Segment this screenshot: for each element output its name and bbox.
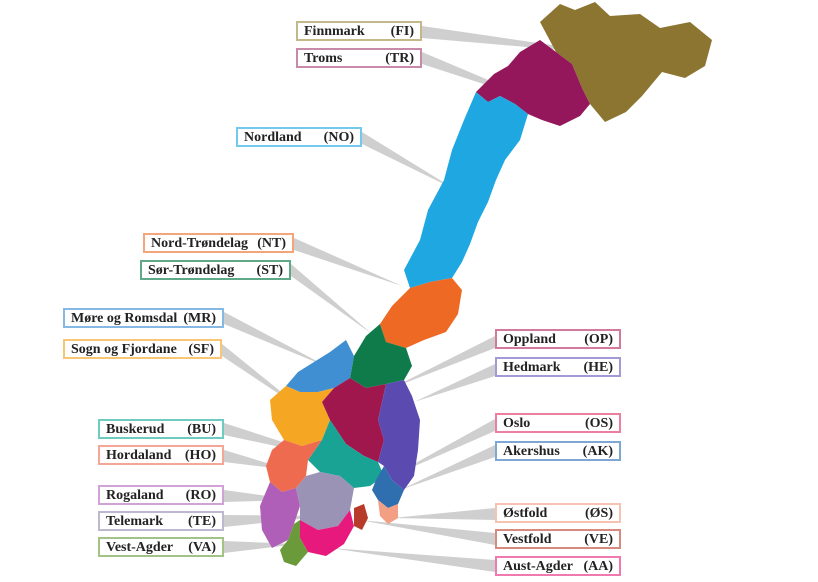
label-nordtrondelag: Nord-Trøndelag (NT)	[143, 233, 294, 253]
label-ostfold: Østfold (ØS)	[495, 503, 621, 523]
label-rogaland: Rogaland (RO)	[98, 485, 224, 505]
county-shape-akershus	[372, 466, 404, 508]
label-sognogfjordane-code: (SF)	[188, 342, 214, 357]
county-shape-hordaland	[266, 440, 322, 492]
label-nordland-name: Nordland	[244, 130, 302, 145]
label-oslo-code: (OS)	[585, 416, 613, 431]
county-shape-oppland	[322, 378, 386, 462]
label-moreogromsdal-name: Møre og Romsdal	[71, 311, 178, 326]
label-oslo: Oslo (OS)	[495, 413, 621, 433]
label-sortrondelag-code: (ST)	[256, 263, 283, 278]
county-shape-nordland	[404, 92, 528, 288]
label-telemark: Telemark (TE)	[98, 511, 224, 531]
label-vestfold-code: (VE)	[584, 532, 613, 547]
label-hedmark: Hedmark (HE)	[495, 357, 621, 377]
label-rogaland-code: (RO)	[185, 488, 216, 503]
label-nordtrondelag-name: Nord-Trøndelag	[151, 236, 248, 251]
label-akershus-code: (AK)	[582, 444, 613, 459]
label-hedmark-code: (HE)	[583, 360, 613, 375]
label-ostfold-name: Østfold	[503, 506, 548, 521]
label-akershus: Akershus (AK)	[495, 441, 621, 461]
label-moreogromsdal-code: (MR)	[183, 311, 216, 326]
label-moreogromsdal: Møre og Romsdal (MR)	[63, 308, 224, 328]
label-buskerud-code: (BU)	[187, 422, 216, 437]
county-shape-vestagder	[280, 520, 308, 566]
label-troms: Troms (TR)	[296, 48, 422, 68]
label-sognogfjordane: Sogn og Fjordane (SF)	[63, 339, 222, 359]
label-akershus-name: Akershus	[503, 444, 560, 459]
label-finnmark-code: (FI)	[390, 24, 414, 39]
label-hordaland-name: Hordaland	[106, 448, 172, 463]
county-shape-nordtrondelag	[380, 278, 462, 348]
label-oppland-name: Oppland	[503, 332, 556, 347]
label-vestagder: Vest-Agder (VA)	[98, 537, 224, 557]
label-oppland-code: (OP)	[584, 332, 613, 347]
county-shape-vestfold	[354, 504, 368, 530]
label-hordaland-code: (HO)	[184, 448, 216, 463]
label-vestagder-code: (VA)	[188, 540, 216, 555]
label-hedmark-name: Hedmark	[503, 360, 561, 375]
label-austagder: Aust-Agder (AA)	[495, 556, 621, 576]
label-nordland-code: (NO)	[323, 130, 354, 145]
county-shapes	[260, 2, 712, 566]
label-nordland: Nordland (NO)	[236, 127, 362, 147]
label-sortrondelag-name: Sør-Trøndelag	[148, 263, 235, 278]
label-ostfold-code: (ØS)	[585, 506, 613, 521]
county-shape-buskerud	[308, 420, 384, 488]
county-shape-hedmark	[378, 380, 420, 490]
label-sognogfjordane-name: Sogn og Fjordane	[71, 342, 177, 357]
label-austagder-name: Aust-Agder	[503, 559, 573, 574]
label-vestfold: Vestfold (VE)	[495, 529, 621, 549]
label-rogaland-name: Rogaland	[106, 488, 164, 503]
label-buskerud-name: Buskerud	[106, 422, 165, 437]
county-shape-finnmark	[540, 2, 712, 122]
county-shape-troms	[476, 40, 590, 126]
label-austagder-code: (AA)	[583, 559, 613, 574]
label-sortrondelag: Sør-Trøndelag (ST)	[140, 260, 291, 280]
label-vestagder-name: Vest-Agder	[106, 540, 174, 555]
label-telemark-name: Telemark	[106, 514, 164, 529]
county-shape-sortrondelag	[350, 324, 412, 388]
label-troms-name: Troms	[304, 51, 343, 66]
label-finnmark: Finnmark (FI)	[296, 21, 422, 41]
label-oslo-name: Oslo	[503, 416, 531, 431]
label-buskerud: Buskerud (BU)	[98, 419, 224, 439]
county-shape-rogaland	[260, 482, 300, 548]
county-shape-austagder	[300, 510, 354, 556]
label-oppland: Oppland (OP)	[495, 329, 621, 349]
county-shape-sognogfjordane	[270, 386, 334, 446]
label-nordtrondelag-code: (NT)	[257, 236, 286, 251]
label-troms-code: (TR)	[385, 51, 414, 66]
county-shape-ostfold	[378, 500, 398, 524]
label-telemark-code: (TE)	[188, 514, 216, 529]
county-shape-telemark	[296, 472, 354, 530]
leader-lines	[222, 26, 620, 572]
label-vestfold-name: Vestfold	[503, 532, 552, 547]
label-finnmark-name: Finnmark	[304, 24, 365, 39]
county-shape-moreogromsdal	[286, 340, 354, 392]
label-hordaland: Hordaland (HO)	[98, 445, 224, 465]
